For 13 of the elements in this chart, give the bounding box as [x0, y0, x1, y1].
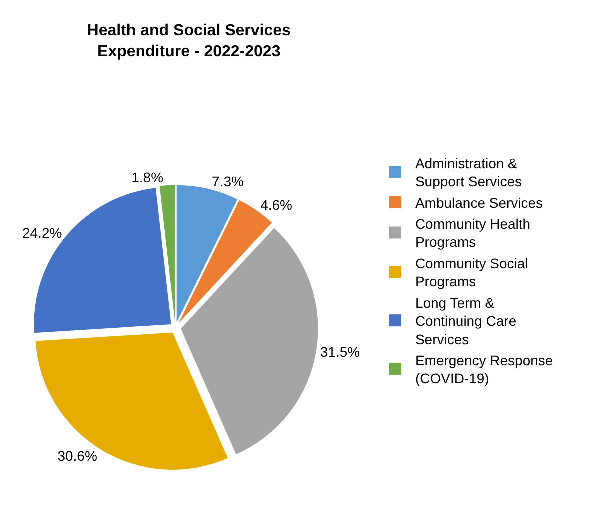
legend-label: Community Social Programs: [415, 255, 528, 290]
data-label: 1.8%: [132, 170, 164, 186]
legend-label: Community Health Programs: [415, 216, 531, 250]
chart-title: Health and Social Services Expenditure - 2022-2023: [87, 22, 292, 60]
legend-label: Emergency Response (COVID-19): [415, 352, 554, 387]
data-label: 24.2%: [22, 225, 62, 242]
legend-label: Administration & Support Services: [415, 155, 522, 190]
legend-label: Ambulance Services: [415, 194, 544, 211]
data-label: 4.6%: [260, 197, 292, 214]
data-label: 7.3%: [212, 173, 244, 190]
legend-label: Long Term & Continuing Care Services: [415, 294, 517, 348]
data-label: 30.6%: [58, 448, 98, 464]
data-label: 31.5%: [320, 344, 360, 360]
